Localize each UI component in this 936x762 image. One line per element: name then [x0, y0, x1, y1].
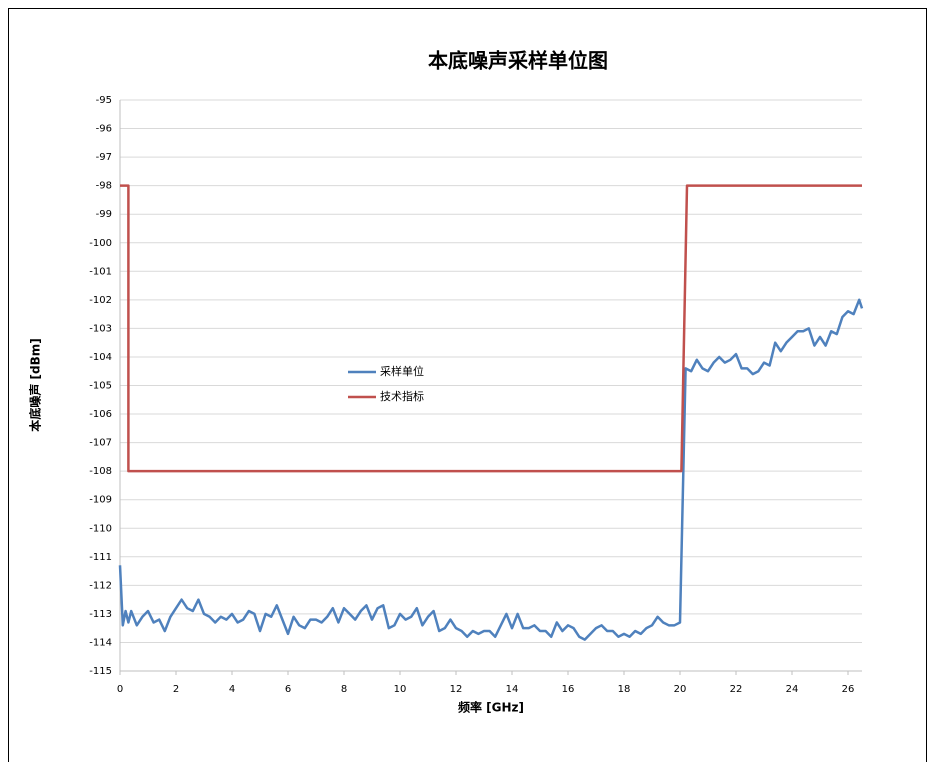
y-tick-label: -110: [89, 523, 112, 534]
chart-title: 本底噪声采样单位图: [428, 49, 608, 73]
x-tick-label: 14: [506, 684, 519, 695]
y-tick-label: -101: [89, 266, 112, 277]
x-tick-label: 20: [674, 684, 687, 695]
x-tick-label: 24: [786, 684, 799, 695]
y-tick-label: -112: [89, 580, 112, 591]
legend-label: 技术指标: [380, 389, 424, 403]
y-tick-label: -102: [89, 295, 112, 306]
x-tick-label: 12: [450, 684, 463, 695]
x-tick-label: 16: [562, 684, 575, 695]
x-tick-label: 10: [394, 684, 407, 695]
y-tick-label: -111: [89, 552, 112, 563]
y-tick-label: -115: [89, 666, 112, 677]
series-line: [120, 184, 862, 473]
x-tick-label: 2: [173, 684, 179, 695]
y-tick-label: -106: [89, 409, 112, 420]
y-tick-label: -105: [89, 381, 112, 392]
y-tick-label: -98: [96, 181, 112, 192]
y-tick-label: -109: [89, 495, 112, 506]
x-tick-label: 22: [730, 684, 743, 695]
x-tick-label: 0: [117, 684, 123, 695]
y-tick-label: -103: [89, 323, 112, 334]
x-axis-label: 频率 [GHz]: [458, 700, 524, 715]
y-tick-label: -97: [96, 152, 112, 163]
x-tick-label: 4: [229, 684, 235, 695]
series-line: [118, 298, 864, 641]
x-tick-label: 18: [618, 684, 631, 695]
y-tick-label: -104: [89, 352, 112, 363]
y-tick-label: -114: [89, 637, 112, 648]
legend-label: 采样单位: [380, 364, 424, 378]
y-tick-label: -99: [96, 209, 112, 220]
y-tick-label: -107: [89, 438, 112, 449]
y-tick-label: -113: [89, 609, 112, 620]
x-tick-label: 8: [341, 684, 347, 695]
y-tick-label: -100: [89, 238, 112, 249]
y-tick-label: -108: [89, 466, 112, 477]
y-axis-label: 本底噪声 [dBm]: [28, 338, 43, 431]
x-tick-label: 26: [842, 684, 855, 695]
y-tick-label: -95: [96, 95, 112, 106]
y-tick-label: -96: [96, 124, 112, 135]
x-tick-label: 6: [285, 684, 291, 695]
